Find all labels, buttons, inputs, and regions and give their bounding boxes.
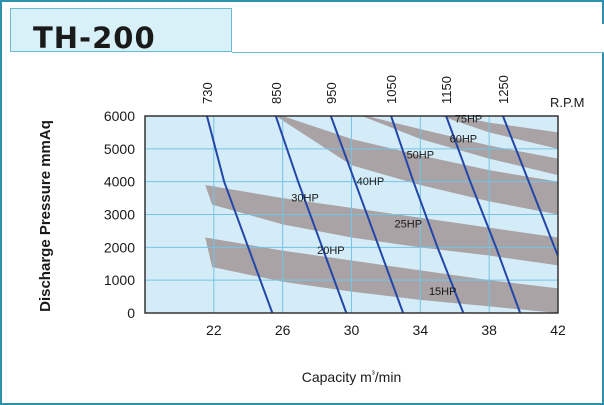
rpm-axis-label: R.P.M xyxy=(550,95,584,110)
power-label: 40HP xyxy=(357,176,385,188)
rpm-tick-label: 950 xyxy=(324,82,339,104)
rpm-line-950 xyxy=(329,116,405,313)
y-tick-label: 2000 xyxy=(104,239,135,255)
y-tick-label: 4000 xyxy=(104,174,135,190)
power-band-3 xyxy=(275,116,558,215)
power-label: 75HP xyxy=(455,114,483,126)
power-labels: 15HP 20HP 25HP 30HP 40HP 50HP 60HP 75HP xyxy=(291,114,482,298)
rpm-line-1250 xyxy=(502,116,558,259)
power-label: 20HP xyxy=(317,245,345,257)
rpm-tick-label: 1150 xyxy=(439,76,454,104)
y-tick-label: 0 xyxy=(127,305,135,321)
power-band-2 xyxy=(205,184,558,266)
x-axis-label: Capacity m³/min xyxy=(302,369,401,385)
x-tick-label: 30 xyxy=(344,322,360,338)
x-tick-labels: 22 26 30 34 38 42 xyxy=(206,322,566,338)
rpm-tick-label: 1050 xyxy=(384,75,399,104)
power-label: 50HP xyxy=(407,150,435,162)
y-tick-label: 1000 xyxy=(104,272,135,288)
x-tick-label: 42 xyxy=(550,322,566,338)
power-band-4 xyxy=(361,116,558,176)
rpm-line-1150 xyxy=(445,116,522,313)
rpm-tick-labels: 730 850 950 1050 1150 1250 xyxy=(200,75,511,104)
y-tick-label: 6000 xyxy=(104,108,135,124)
y-axis-label: Discharge Pressure mmAq xyxy=(37,120,54,312)
power-label: 60HP xyxy=(450,133,478,145)
chart-title: TH-200 xyxy=(33,21,156,55)
power-label: 15HP xyxy=(429,286,457,298)
title-band xyxy=(232,24,604,53)
plot-frame xyxy=(144,115,559,314)
y-tick-label: 3000 xyxy=(104,207,135,223)
y-tick-labels: 0 1000 2000 3000 4000 5000 6000 xyxy=(104,108,135,321)
x-tick-label: 34 xyxy=(413,322,429,338)
x-tick-label: 26 xyxy=(275,322,291,338)
rpm-tick-label: 730 xyxy=(200,82,215,104)
rpm-line-850 xyxy=(274,116,348,313)
rpm-line-730 xyxy=(205,116,274,313)
x-tick-label: 22 xyxy=(206,322,222,338)
x-tick-label: 38 xyxy=(481,322,497,338)
power-band-5 xyxy=(440,116,558,149)
power-label: 25HP xyxy=(395,219,423,231)
power-label: 30HP xyxy=(291,192,319,204)
power-band-1 xyxy=(205,237,558,313)
rpm-lines xyxy=(205,116,558,313)
title-box: TH-200 xyxy=(10,8,232,55)
y-tick-label: 5000 xyxy=(104,141,135,157)
rpm-tick-label: 850 xyxy=(269,82,284,104)
rpm-tick-label: 1250 xyxy=(496,75,511,104)
power-bands xyxy=(205,116,558,313)
rpm-line-1050 xyxy=(390,116,465,313)
